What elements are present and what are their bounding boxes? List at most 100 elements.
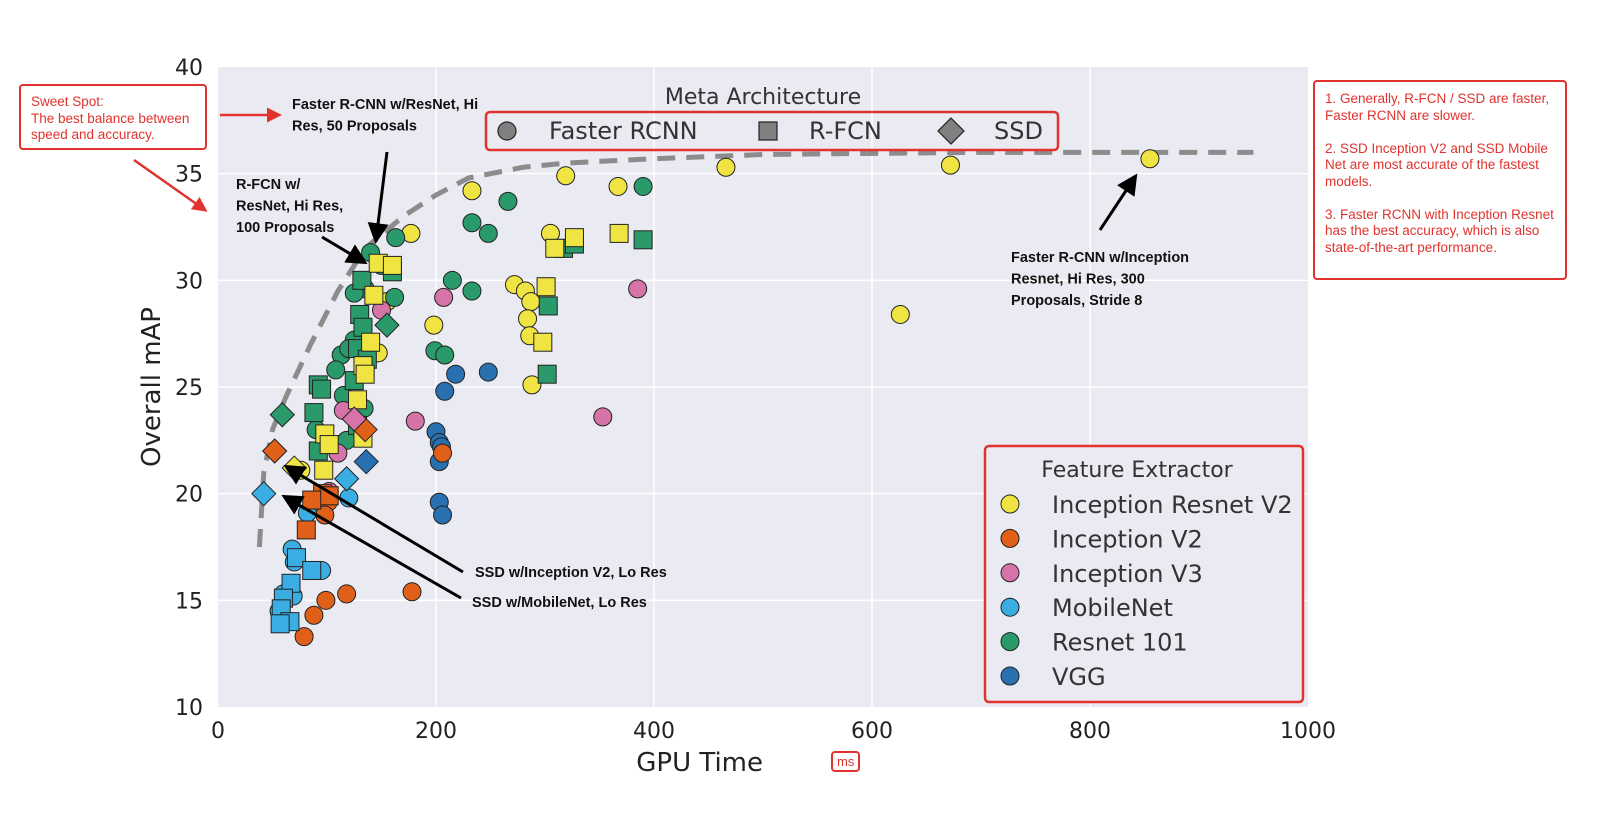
data-point-circle — [593, 407, 613, 427]
data-point-circle — [316, 590, 336, 610]
data-point-square — [304, 403, 324, 423]
annotation-line: Proposals, Stride 8 — [1011, 293, 1142, 309]
sweet-spot-note: Sweet Spot: The best balance between spe… — [19, 84, 207, 150]
data-point-circle — [424, 315, 444, 335]
data-point-circle — [608, 176, 628, 196]
x-tick-label: 0 — [211, 719, 225, 744]
data-point-circle — [337, 584, 357, 604]
data-point-circle — [385, 287, 405, 307]
data-point-circle — [446, 364, 466, 384]
data-point-diamond — [261, 438, 288, 464]
data-point-square — [364, 285, 384, 305]
y-tick-label: 25 — [175, 376, 203, 401]
data-point-square — [302, 560, 322, 580]
legend-swatch-circle — [1000, 632, 1020, 652]
data-point-diamond — [374, 312, 400, 338]
feature-legend-label: VGG — [1052, 663, 1106, 691]
annotation-line: Resnet, Hi Res, 300 — [1011, 272, 1145, 288]
meta-legend-title: Meta Architecture — [665, 85, 861, 110]
feature-legend-label: Inception Resnet V2 — [1052, 491, 1293, 519]
data-point-square — [537, 364, 557, 384]
annotation-a2: R-FCN w/ResNet, Hi Res, 100 Proposals — [236, 177, 343, 236]
square-marker-icon — [758, 121, 778, 141]
data-point-circle — [442, 270, 462, 290]
data-point-circle — [386, 228, 406, 248]
legend-swatch-circle — [1000, 563, 1020, 583]
feature-legend-box — [983, 444, 1305, 704]
data-points — [251, 149, 1160, 647]
x-axis-unit-box: ms — [831, 751, 861, 772]
sweet-spot-text: Sweet Spot: The best balance between spe… — [31, 94, 190, 142]
data-point-square — [538, 296, 558, 316]
data-point-diamond — [333, 466, 360, 492]
y-tick-label: 15 — [175, 589, 203, 614]
meta-legend-box — [484, 110, 1060, 152]
data-point-circle — [478, 362, 498, 382]
data-point-circle — [940, 155, 960, 175]
data-point-circle — [498, 191, 518, 211]
data-point-square — [270, 614, 290, 634]
data-point-circle — [435, 345, 455, 365]
data-point-square — [533, 332, 553, 352]
y-tick-label: 40 — [175, 56, 203, 81]
x-axis-unit: ms — [837, 754, 855, 769]
data-point-circle — [304, 605, 324, 625]
y-tick-label: 30 — [175, 269, 203, 294]
annotation-line: ResNet, Hi Res, — [236, 199, 343, 215]
data-point-circle — [433, 505, 453, 525]
data-point-circle — [294, 627, 314, 647]
y-axis-ticks: 10 15 20 25 30 35 40 — [175, 56, 203, 721]
data-point-square — [545, 238, 565, 258]
summary-note: 1. Generally, R-FCN / SSD are faster, Fa… — [1313, 80, 1567, 280]
annotation-a5: SSD w/MobileNet, Lo Res — [472, 595, 647, 611]
data-point-circle — [716, 157, 736, 177]
annotation-line: Faster R-CNN w/ResNet, Hi — [292, 97, 478, 113]
meta-legend-label-faster-rcnn: Faster RCNN — [549, 117, 698, 145]
x-tick-label: 400 — [633, 719, 675, 744]
arrow-rfcn-resnet — [321, 235, 368, 265]
data-point-circle — [478, 223, 498, 243]
data-point-square — [312, 379, 332, 399]
data-point-square — [296, 520, 316, 540]
x-tick-label: 200 — [415, 719, 457, 744]
data-point-circle — [326, 360, 346, 380]
diamond-marker-icon — [937, 117, 965, 145]
data-point-circle — [462, 181, 482, 201]
annotation-line: SSD w/MobileNet, Lo Res — [472, 595, 647, 611]
data-point-square — [286, 548, 306, 568]
data-point-square — [564, 228, 584, 248]
data-point-square — [314, 460, 334, 480]
data-point-circle — [628, 279, 648, 299]
summary-text: 1. Generally, R-FCN / SSD are faster, Fa… — [1325, 91, 1554, 255]
legend-swatch-circle — [1000, 494, 1020, 514]
pareto-frontier-line — [256, 149, 1254, 548]
annotation-line: SSD w/Inception V2, Lo Res — [475, 565, 667, 581]
data-point-square — [633, 230, 653, 250]
x-axis-ticks: 0 200 400 600 800 1000 — [211, 719, 1336, 744]
data-point-circle — [435, 381, 455, 401]
legend-swatch-circle — [1000, 528, 1020, 548]
data-point-circle — [518, 309, 538, 329]
circle-marker-icon — [497, 121, 517, 141]
annotation-a1: Faster R-CNN w/ResNet, Hi Res, 50 Proposa… — [292, 97, 478, 135]
data-point-square — [302, 490, 322, 510]
data-point-diamond — [269, 402, 296, 428]
arrow-ssd-inception — [283, 464, 464, 574]
y-axis-label: Overall mAP — [137, 307, 167, 467]
arrow-sweet-spot-down — [133, 158, 208, 212]
feature-legend-label: MobileNet — [1052, 594, 1173, 622]
data-point-square — [361, 332, 381, 352]
feature-legend-label: Inception V3 — [1052, 560, 1203, 588]
x-tick-label: 600 — [851, 719, 893, 744]
legend-swatch-circle — [1000, 597, 1020, 617]
data-point-square — [319, 435, 339, 455]
data-point-circle — [462, 281, 482, 301]
data-point-circle — [633, 176, 653, 196]
data-point-circle — [890, 304, 910, 324]
feature-legend-label: Inception V2 — [1052, 525, 1203, 553]
legend-swatch-circle — [1000, 666, 1020, 686]
feature-legend-entries: Inception Resnet V2 Inception V2 Inception… — [1000, 491, 1293, 691]
meta-legend-label-rfcn: R-FCN — [809, 117, 882, 145]
feature-legend-label: Resnet 101 — [1052, 629, 1188, 657]
